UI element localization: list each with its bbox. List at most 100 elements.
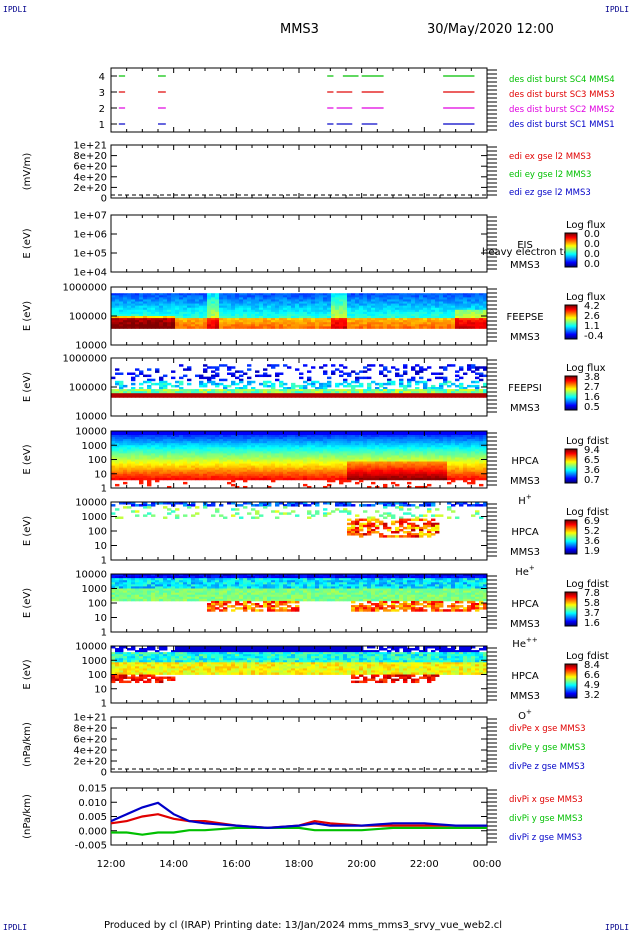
spectrogram-pixel	[295, 477, 300, 481]
colorbar-swatch	[565, 253, 577, 255]
spectrogram-image	[111, 364, 488, 398]
spectrogram-pixel	[151, 301, 156, 304]
spectrogram-pixel	[315, 380, 320, 384]
spectrogram-pixel	[299, 293, 304, 296]
colorbar-swatch	[565, 243, 577, 245]
spectrogram-pixel	[243, 295, 248, 298]
spectrogram-pixel	[175, 309, 180, 313]
spectrogram-pixel	[187, 326, 192, 329]
spectrogram-pixel	[307, 318, 312, 321]
spectrogram-pixel	[127, 395, 132, 398]
spectrogram-pixel	[355, 297, 360, 300]
spectrogram-pixel	[279, 297, 284, 300]
spectrogram-pixel	[211, 326, 216, 329]
spectrogram-pixel	[215, 293, 220, 296]
spectrogram-pixel	[171, 324, 176, 327]
spectrogram-pixel	[291, 313, 296, 317]
spectrogram-pixel	[243, 301, 248, 304]
spectrogram-pixel	[459, 395, 464, 398]
colorbar-swatch	[565, 259, 577, 261]
spectrogram-pixel	[255, 320, 260, 323]
spectrogram-pixel	[123, 297, 128, 300]
spectrogram-pixel	[223, 303, 228, 307]
spectrogram-pixel	[407, 326, 412, 329]
spectrogram-pixel	[227, 320, 232, 323]
spectrogram-pixel	[279, 316, 284, 319]
spectrogram-pixel	[115, 313, 120, 317]
spectrogram-pixel	[135, 307, 140, 311]
spectrogram-pixel	[347, 301, 352, 304]
spectrogram-pixel	[303, 305, 308, 309]
spectrogram-pixel	[187, 477, 192, 481]
spectrogram-pixel	[123, 293, 128, 296]
spectrogram-pixel	[343, 372, 348, 375]
spectrogram-pixel	[203, 301, 208, 304]
spectrogram-pixel	[223, 311, 228, 315]
spectrogram-pixel	[247, 307, 252, 311]
spectrogram-pixel	[311, 326, 316, 329]
spectrogram-pixel	[251, 326, 256, 329]
spectrogram-pixel	[315, 301, 320, 304]
spectrogram-pixel	[183, 301, 188, 304]
spectrogram-pixel	[319, 324, 324, 327]
spectrogram-pixel	[359, 384, 364, 388]
y-tick-label: 100000	[69, 383, 107, 394]
spectrogram-pixel	[215, 303, 220, 307]
spectrogram-pixel	[351, 326, 356, 329]
spectrogram-pixel	[355, 313, 360, 317]
spectrogram-pixel	[211, 324, 216, 327]
spectrogram-pixel	[299, 309, 304, 313]
spectrogram-pixel	[151, 307, 156, 311]
spectrogram-pixel	[199, 295, 204, 298]
spectrogram-pixel	[351, 303, 356, 307]
spectrogram-pixel	[331, 299, 336, 302]
spectrogram-pixel	[371, 324, 376, 327]
spectrogram-pixel	[299, 316, 304, 319]
spectrogram-pixel	[275, 318, 280, 321]
spectrogram-pixel	[163, 311, 168, 315]
spectrogram-pixel	[143, 311, 148, 315]
spectrogram-pixel	[207, 324, 212, 327]
spectrogram-pixel	[171, 318, 176, 321]
spectrogram-pixel	[267, 301, 272, 304]
spectrogram-pixel	[191, 293, 196, 296]
spectrogram-pixel	[211, 305, 216, 309]
spectrogram-pixel	[179, 320, 184, 323]
spectrogram-pixel	[187, 318, 192, 321]
spectrogram-pixel	[171, 305, 176, 309]
spectrogram-pixel	[251, 318, 256, 321]
spectrogram-pixel	[299, 303, 304, 307]
spectrogram-pixel	[219, 297, 224, 300]
spectrogram-pixel	[199, 307, 204, 311]
spectrogram-pixel	[115, 318, 120, 321]
spectrogram-pixel	[179, 307, 184, 311]
spectrogram-pixel	[275, 320, 280, 323]
spectrogram-pixel	[391, 366, 396, 369]
spectrogram-pixel	[259, 303, 264, 307]
spectrogram-pixel	[227, 368, 232, 371]
spectrogram-pixel	[171, 297, 176, 300]
colorbar-tick-label: 0.0	[584, 249, 600, 260]
spectrogram-pixel	[167, 307, 172, 311]
spectrogram-pixel	[243, 313, 248, 317]
spectrogram-pixel	[247, 316, 252, 319]
spectrogram-pixel	[223, 477, 228, 481]
spectrogram-pixel	[143, 380, 148, 384]
spectrogram-pixel	[243, 324, 248, 327]
spectrogram-pixel	[299, 320, 304, 323]
spectrogram-pixel	[131, 395, 136, 398]
spectrogram-pixel	[451, 395, 456, 398]
spectrogram-pixel	[291, 318, 296, 321]
spectrogram-pixel	[187, 309, 192, 313]
spectrogram-pixel	[363, 313, 368, 317]
spectrogram-pixel	[183, 295, 188, 298]
y-tick-label: 4	[99, 72, 105, 83]
spectrogram-pixel	[139, 301, 144, 304]
spectrogram-pixel	[279, 320, 284, 323]
y-tick-label: 8e+20	[73, 151, 107, 162]
spectrogram-pixel	[267, 326, 272, 329]
spectrogram-pixel	[251, 299, 256, 302]
spectrogram-pixel	[171, 299, 176, 302]
spectrogram-pixel	[263, 318, 268, 321]
spectrogram-pixel	[307, 326, 312, 329]
